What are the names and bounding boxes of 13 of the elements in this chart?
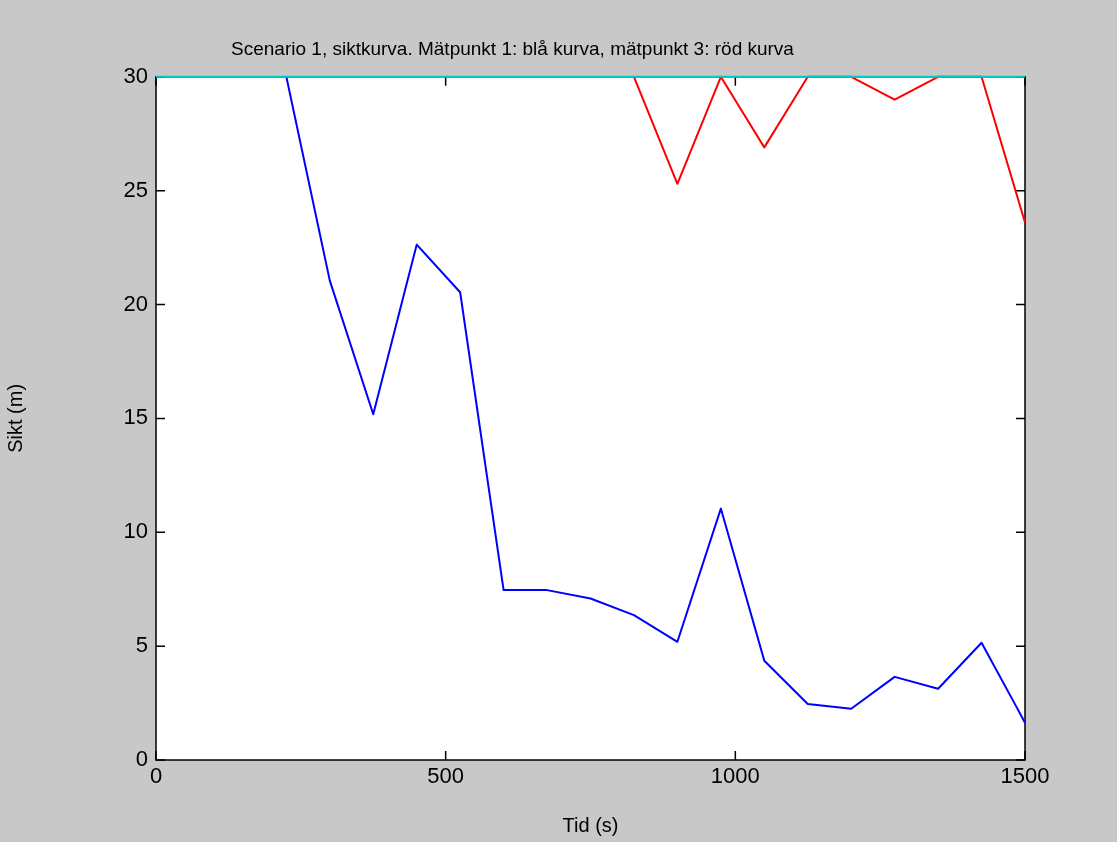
y-tick-label: 5: [135, 632, 148, 658]
x-tick-label: 1000: [710, 763, 760, 789]
y-axis-title: Sikt (m): [3, 383, 26, 453]
y-tick-label: 20: [123, 290, 148, 316]
y-tick-label: 30: [123, 62, 148, 88]
chart-title: Scenario 1, siktkurva. Mätpunkt 1: blå kurva, mätpunkt 3: röd kurva: [231, 37, 795, 59]
y-tick-label: 10: [123, 518, 148, 544]
y-tick-label: 25: [123, 176, 148, 202]
y-tick-label: 15: [123, 404, 148, 430]
x-tick-label: 1500: [1000, 763, 1050, 789]
x-axis-title: Tid (s): [562, 813, 619, 836]
x-tick-label: 500: [427, 763, 465, 789]
y-tick-label: 0: [135, 746, 148, 772]
